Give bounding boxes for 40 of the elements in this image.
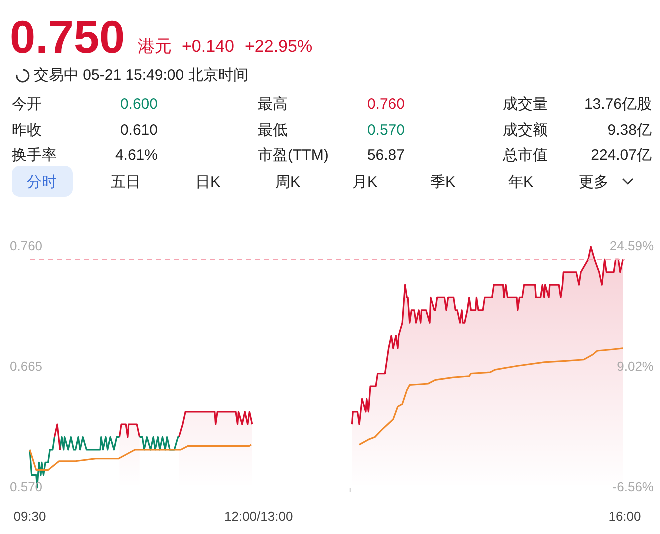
text: 今开 bbox=[12, 96, 42, 113]
text: 最低 bbox=[258, 122, 288, 139]
y-tick-label: 0.760 bbox=[10, 238, 43, 254]
text: 0.760 bbox=[367, 96, 405, 113]
y-tick-label: 0.665 bbox=[10, 358, 43, 374]
text: 月K bbox=[352, 174, 378, 191]
y2-tick-label: 24.59% bbox=[610, 238, 654, 254]
text: 年K bbox=[508, 174, 534, 191]
text: 交易中 05-21 15:49:00 北京时间 bbox=[34, 67, 248, 84]
text: 换手率 bbox=[12, 147, 57, 164]
x-tick-label: 16:00 bbox=[608, 509, 642, 524]
text: +22.95% bbox=[245, 37, 313, 56]
text: 分时 bbox=[27, 174, 57, 191]
x-tick-label: 09:30 bbox=[14, 509, 46, 524]
text: 五日 bbox=[111, 174, 141, 191]
text: 0.610 bbox=[120, 122, 158, 139]
text: 0.600 bbox=[120, 96, 158, 113]
chart-title: 0.750 bbox=[10, 11, 126, 63]
y2-tick-label: 9.02% bbox=[617, 358, 654, 374]
text: 13.76亿股 bbox=[584, 96, 652, 113]
text: 更多 bbox=[579, 174, 609, 191]
text: 成交额 bbox=[503, 122, 548, 139]
text: 56.87 bbox=[367, 147, 405, 164]
text: 港元 bbox=[138, 37, 172, 56]
x-tick-label: 12:00/13:00 bbox=[224, 509, 294, 524]
text: 总市值 bbox=[502, 147, 548, 164]
text: 日K bbox=[195, 174, 221, 191]
text: 0.570 bbox=[367, 122, 405, 139]
text: 4.61% bbox=[115, 147, 158, 164]
y-tick-label: 0.570 bbox=[10, 479, 43, 494]
text: 224.07亿 bbox=[591, 147, 652, 164]
text: 9.38亿 bbox=[608, 122, 652, 139]
text: 季K bbox=[430, 174, 456, 191]
text: 最高 bbox=[258, 96, 288, 113]
text: 昨收 bbox=[12, 122, 42, 139]
text: 市盈(TTM) bbox=[258, 147, 329, 164]
text: 成交量 bbox=[503, 96, 548, 113]
text: 周K bbox=[275, 174, 301, 191]
text: +0.140 bbox=[182, 37, 234, 56]
y2-tick-label: -6.56% bbox=[612, 479, 654, 494]
